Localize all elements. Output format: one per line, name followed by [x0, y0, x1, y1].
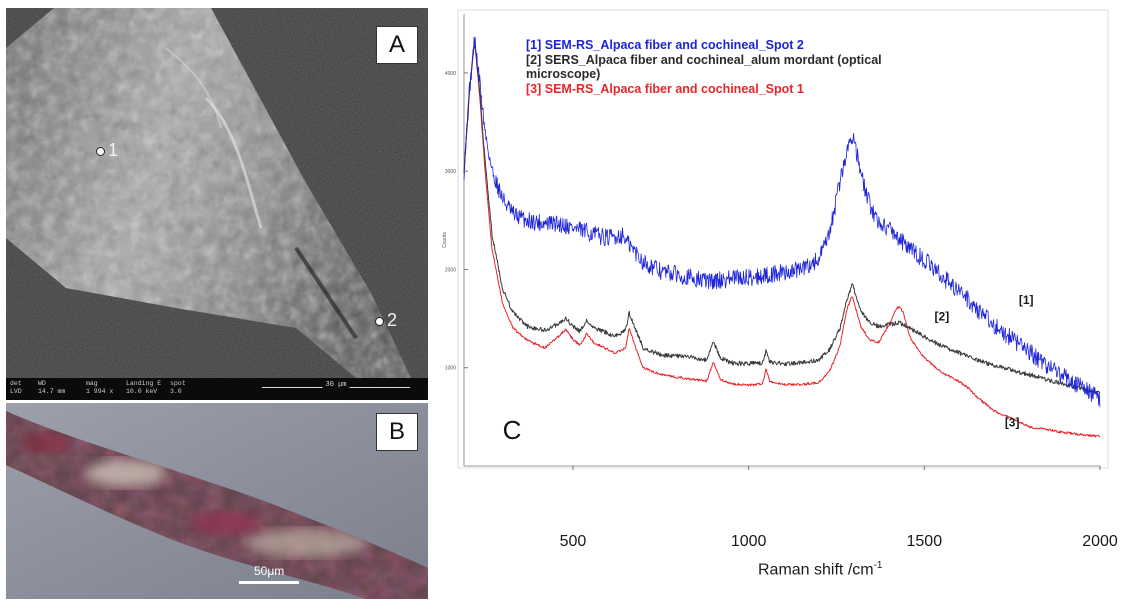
plot-frame — [457, 9, 1109, 469]
sem-databar-mag: mag 1 994 x — [86, 380, 114, 395]
x-axis-title: Raman shift /cm-1 — [758, 560, 883, 579]
sem-image-panel: 1 2 A det LVD WD 14.7 mm mag 1 994 x Landin… — [6, 8, 428, 400]
series-tag-2: [2] — [935, 310, 950, 324]
sem-databar-det: det LVD — [10, 380, 22, 395]
x-axis-title-superscript: -1 — [873, 560, 883, 571]
panel-label-a: A — [376, 26, 418, 64]
x-tick-label-2000: 2000 — [1082, 533, 1118, 550]
y-tick-label-3000: 3000 — [445, 169, 456, 175]
optical-scale-bar — [239, 581, 299, 584]
x-tick-label-1000: 1000 — [731, 533, 767, 550]
raman-spectrum-panel: 1000 2000 3000 4000 Counts 500 1000 1500 2000 [1… — [436, 0, 1123, 604]
y-tick-label-1000: 1000 — [445, 366, 456, 372]
series-line-3 — [463, 41, 1101, 438]
x-axis-title-text: Raman shift /cm — [758, 561, 874, 579]
series-line-2 — [463, 40, 1101, 395]
sem-scale-bar: 30 μm — [262, 381, 410, 395]
legend-entry-series-2: [2] SERS_Alpaca fiber and cochineal_alum… — [526, 53, 882, 81]
optical-micrograph — [6, 403, 428, 599]
spot-2-marker — [375, 317, 384, 326]
panel-label-c: C — [502, 415, 522, 445]
y-tick-label-2000: 2000 — [445, 267, 456, 273]
x-tick-label-500: 500 — [560, 533, 587, 550]
y-tick-label-4000: 4000 — [445, 71, 456, 77]
sem-info-bar: det LVD WD 14.7 mm mag 1 994 x Landing E 10.… — [6, 378, 428, 400]
chart-legend: [1] SEM-RS_Alpaca fiber and cochineal_Sp… — [526, 38, 946, 97]
x-tick-label-1500: 1500 — [907, 533, 943, 550]
sem-micrograph — [6, 8, 428, 400]
y-axis-label: Counts — [442, 232, 448, 248]
sem-scale-text: 30 μm — [322, 381, 350, 389]
optical-scale-text: 50μm — [254, 564, 285, 578]
series-tag-1: [1] — [1019, 293, 1034, 307]
legend-entry-series-3: [3] SEM-RS_Alpaca fiber and cochineal_Sp… — [526, 82, 804, 96]
optical-image-panel: B 50μm — [6, 403, 428, 599]
panel-label-b: B — [376, 413, 418, 451]
spot-2-label: 2 — [387, 310, 398, 330]
legend-entry-series-1: [1] SEM-RS_Alpaca fiber and cochineal_Sp… — [526, 38, 804, 52]
sem-databar-wd: WD 14.7 mm — [38, 380, 66, 395]
sem-databar-landing-energy: Landing E 10.0 keV — [126, 380, 162, 395]
raman-spectrum-chart: 1000 2000 3000 4000 Counts 500 1000 1500 2000 [1… — [442, 9, 1118, 550]
sem-databar-spot: spot 3.0 — [170, 380, 186, 395]
spot-1-marker — [96, 147, 105, 156]
series-line-1 — [463, 36, 1101, 408]
spot-1-label: 1 — [108, 140, 119, 160]
series-tag-3: [3] — [1005, 416, 1020, 430]
